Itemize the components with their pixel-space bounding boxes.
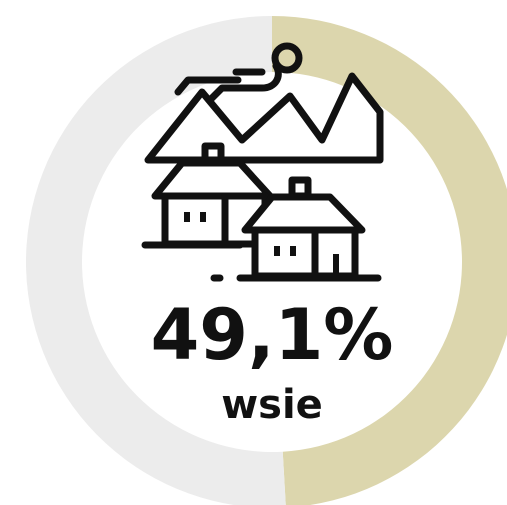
window	[274, 246, 280, 256]
door	[333, 254, 339, 276]
village-icon	[141, 42, 384, 282]
donut	[26, 16, 507, 505]
mountains	[144, 72, 384, 164]
value-label: 49,1%	[151, 294, 394, 376]
sun	[271, 42, 303, 74]
house	[251, 226, 319, 280]
category-label: wsie	[221, 382, 323, 428]
chimney	[201, 142, 225, 164]
window	[200, 212, 206, 222]
window	[184, 212, 190, 222]
house	[161, 192, 229, 248]
roof	[151, 159, 274, 200]
donut-segment	[26, 16, 286, 505]
donut-segment	[272, 16, 507, 505]
window	[290, 246, 296, 256]
